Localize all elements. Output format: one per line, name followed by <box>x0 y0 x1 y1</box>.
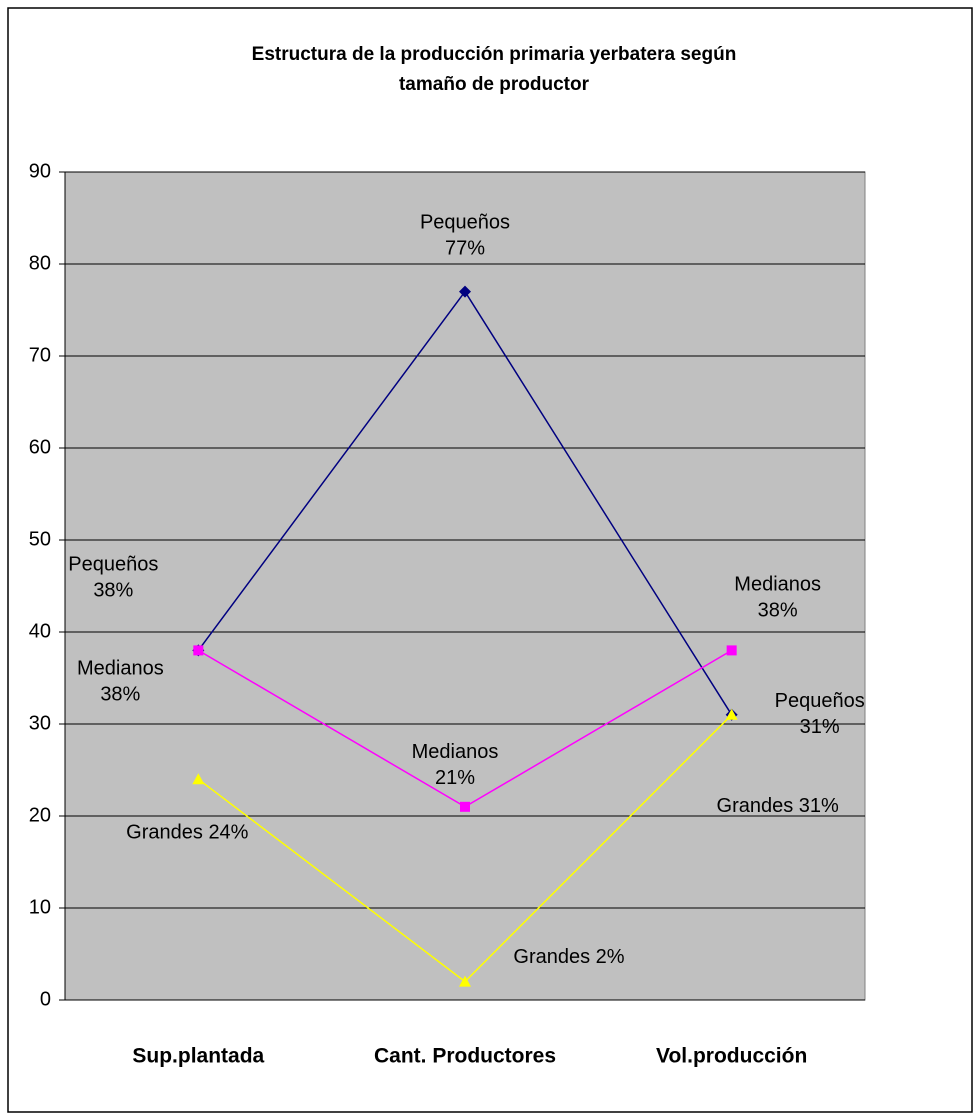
marker <box>726 645 737 656</box>
marker <box>725 708 738 720</box>
x-tick-label: Sup.plantada <box>132 1045 264 1068</box>
marker <box>192 773 205 785</box>
y-tick-label: 10 <box>29 896 51 918</box>
data-label: Pequeños 31% <box>775 690 865 738</box>
x-tick-label: Vol.producción <box>656 1045 807 1068</box>
data-label: Medianos 21% <box>412 741 499 789</box>
data-label: Medianos 38% <box>734 574 821 622</box>
y-tick-label: 60 <box>29 436 51 458</box>
y-tick-label: 70 <box>29 344 51 366</box>
y-tick-label: 20 <box>29 804 51 826</box>
y-tick-label: 40 <box>29 620 51 642</box>
data-label: Grandes 31% <box>717 795 840 817</box>
data-label: Grandes 2% <box>513 946 624 968</box>
data-label: Medianos 38% <box>77 658 164 706</box>
chart-title: Estructura de la producción primaria yer… <box>252 44 737 95</box>
x-tick-label: Cant. Productores <box>374 1045 556 1068</box>
data-label: Grandes 24% <box>126 821 249 843</box>
marker <box>459 975 471 987</box>
y-tick-label: 0 <box>40 988 51 1010</box>
marker <box>193 645 204 656</box>
y-tick-label: 50 <box>29 528 51 550</box>
data-label: Pequeños 38% <box>68 554 158 602</box>
data-label: Pequeños 77% <box>420 212 510 260</box>
plot-area <box>64 171 866 1001</box>
y-tick-label: 30 <box>29 712 51 734</box>
y-tick-label: 80 <box>29 252 51 274</box>
marker <box>460 801 470 812</box>
y-tick-label: 90 <box>29 160 51 182</box>
marker <box>459 285 471 298</box>
